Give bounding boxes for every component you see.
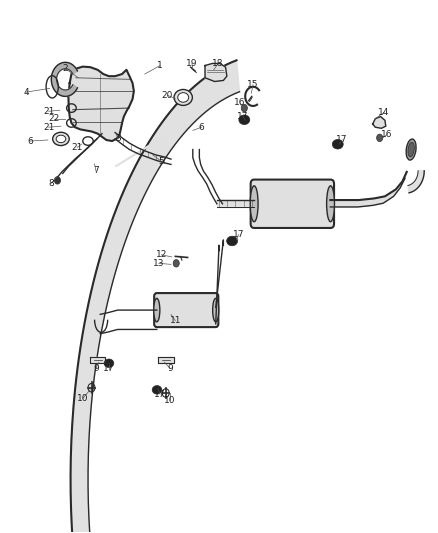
Ellipse shape: [174, 90, 192, 106]
Polygon shape: [90, 357, 106, 363]
Text: 6: 6: [28, 136, 33, 146]
Text: 21: 21: [43, 107, 54, 116]
Ellipse shape: [250, 186, 258, 222]
Text: 17: 17: [154, 390, 166, 399]
Circle shape: [241, 104, 247, 112]
Text: 17: 17: [103, 364, 115, 373]
Text: 16: 16: [381, 130, 393, 139]
Text: 21: 21: [71, 143, 83, 152]
Ellipse shape: [178, 93, 189, 102]
Ellipse shape: [239, 115, 250, 125]
Circle shape: [377, 134, 383, 142]
Polygon shape: [373, 117, 386, 128]
Circle shape: [54, 176, 60, 184]
Ellipse shape: [152, 385, 162, 394]
Ellipse shape: [226, 236, 237, 246]
Text: 17: 17: [237, 112, 249, 121]
Text: 8: 8: [48, 179, 54, 188]
Circle shape: [173, 260, 179, 267]
Text: 5: 5: [159, 157, 164, 166]
Text: 21: 21: [43, 123, 54, 132]
Text: 3: 3: [116, 134, 121, 143]
Polygon shape: [71, 60, 240, 533]
Text: 16: 16: [234, 98, 246, 107]
Polygon shape: [51, 62, 78, 96]
Text: 1: 1: [157, 61, 163, 70]
Ellipse shape: [56, 135, 66, 143]
Polygon shape: [205, 63, 227, 82]
Ellipse shape: [213, 298, 219, 322]
Text: 13: 13: [153, 259, 165, 268]
Ellipse shape: [408, 142, 414, 157]
Ellipse shape: [332, 140, 343, 149]
Text: 4: 4: [23, 87, 29, 96]
Text: 10: 10: [164, 396, 176, 405]
Polygon shape: [158, 357, 173, 363]
Ellipse shape: [104, 359, 114, 368]
Text: 15: 15: [247, 80, 259, 89]
Text: 12: 12: [155, 251, 167, 260]
Text: 17: 17: [233, 230, 244, 239]
Text: 6: 6: [199, 123, 205, 132]
Text: 19: 19: [186, 59, 198, 68]
Text: 14: 14: [378, 108, 390, 117]
Text: 9: 9: [93, 364, 99, 373]
Text: 22: 22: [48, 114, 60, 123]
FancyBboxPatch shape: [251, 180, 334, 228]
Text: 18: 18: [212, 59, 224, 68]
Ellipse shape: [406, 139, 416, 160]
Ellipse shape: [53, 132, 69, 146]
Text: 10: 10: [77, 394, 88, 403]
Polygon shape: [68, 67, 134, 141]
Text: 2: 2: [63, 64, 68, 73]
FancyBboxPatch shape: [154, 293, 219, 327]
Ellipse shape: [154, 298, 160, 322]
Text: 9: 9: [167, 364, 173, 373]
Ellipse shape: [327, 186, 335, 222]
Text: 7: 7: [93, 166, 99, 175]
Polygon shape: [330, 172, 407, 207]
Polygon shape: [408, 171, 424, 193]
Text: 11: 11: [170, 316, 181, 325]
Text: 17: 17: [336, 135, 348, 144]
Text: 20: 20: [162, 91, 173, 100]
